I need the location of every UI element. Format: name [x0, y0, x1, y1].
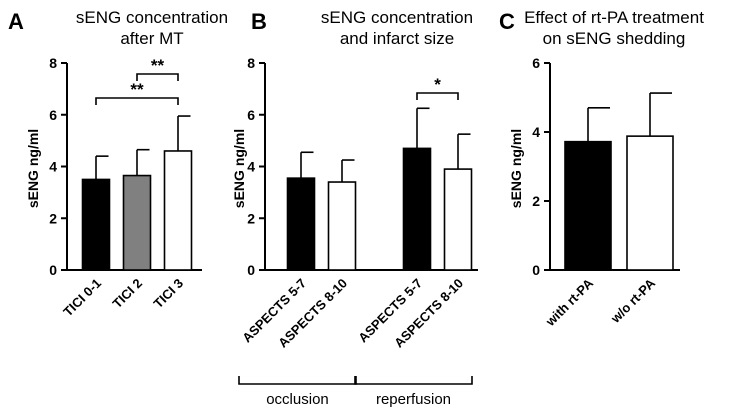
y-tick-label: 2	[532, 193, 540, 209]
bar	[163, 150, 193, 271]
panel-title-line: sENG concentration	[321, 8, 473, 27]
y-tick-label: 0	[247, 262, 255, 278]
y-tick-label: 4	[49, 159, 57, 175]
category-label: TICI 0-1	[60, 276, 104, 320]
y-tick-label: 2	[49, 210, 57, 226]
y-tick-label: 0	[49, 262, 57, 278]
bar	[122, 174, 152, 271]
y-tick-label: 6	[49, 107, 57, 123]
category-label: TICI 2	[109, 276, 145, 312]
bar	[626, 135, 674, 271]
panel-title-line: Effect of rt-PA treatment	[524, 8, 704, 27]
panel-title-a: sENG concentration after MT	[76, 8, 228, 48]
y-tick-label: 4	[247, 159, 255, 175]
significance-label: **	[130, 80, 144, 99]
panel-c: C Effect of rt-PA treatment on sENG sheddi…	[499, 8, 704, 330]
panel-title-line: on sENG shedding	[543, 29, 686, 48]
significance-bracket	[136, 73, 179, 81]
y-tick-label: 6	[247, 107, 255, 123]
panel-title-line: sENG concentration	[76, 8, 228, 27]
y-axis-label: sENG ng/ml	[25, 129, 41, 208]
panel-letter-c: C	[499, 9, 515, 34]
group-label: reperfusion	[376, 391, 451, 408]
panel-title-c: Effect of rt-PA treatment on sENG sheddin…	[524, 8, 704, 48]
significance-label: *	[434, 75, 441, 94]
y-axis-label: sENG ng/ml	[231, 129, 247, 208]
group-bracket	[238, 376, 357, 385]
y-tick-label: 0	[532, 262, 540, 278]
category-label: TICI 3	[150, 276, 186, 312]
category-label: w/o rt-PA	[607, 275, 658, 326]
significance-label: **	[151, 56, 165, 75]
y-tick-label: 4	[532, 124, 540, 140]
bar	[327, 181, 357, 271]
panel-title-line: after MT	[120, 29, 183, 48]
y-tick-label: 2	[247, 210, 255, 226]
bar	[81, 178, 111, 271]
group-bracket	[354, 376, 473, 385]
panel-title-b: sENG concentration and infarct size	[321, 8, 473, 48]
group-label: occlusion	[266, 391, 329, 408]
bar	[402, 147, 432, 271]
bar	[564, 140, 612, 271]
significance-bracket	[95, 97, 179, 105]
y-tick-label: 6	[532, 55, 540, 71]
y-tick-label: 8	[49, 55, 57, 71]
y-axis-label: sENG ng/ml	[508, 129, 524, 208]
category-label: with rt-PA	[542, 275, 596, 329]
significance-bracket	[416, 92, 459, 100]
panel-letter-b: B	[251, 9, 267, 34]
panel-title-line: and infarct size	[340, 29, 454, 48]
panel-letter-a: A	[8, 9, 24, 34]
y-tick-label: 8	[247, 55, 255, 71]
bar	[443, 168, 473, 271]
bar	[286, 177, 316, 271]
